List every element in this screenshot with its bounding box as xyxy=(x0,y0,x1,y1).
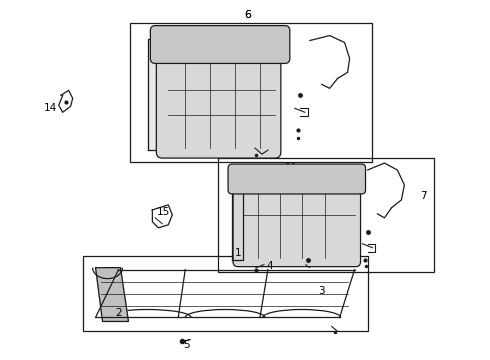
Text: 7: 7 xyxy=(420,191,427,201)
FancyBboxPatch shape xyxy=(150,26,290,63)
Text: 6: 6 xyxy=(245,10,251,20)
Text: 14: 14 xyxy=(44,103,57,113)
Text: 9: 9 xyxy=(332,165,339,175)
Text: 11: 11 xyxy=(285,163,298,173)
Text: 15: 15 xyxy=(157,207,170,217)
FancyBboxPatch shape xyxy=(233,169,361,267)
Text: 8: 8 xyxy=(227,30,233,40)
Text: 5: 5 xyxy=(183,340,190,350)
Text: 6: 6 xyxy=(245,10,251,20)
Bar xyxy=(130,23,371,162)
Text: 4: 4 xyxy=(267,261,273,271)
Text: 10: 10 xyxy=(198,33,212,44)
Polygon shape xyxy=(148,39,162,150)
FancyBboxPatch shape xyxy=(156,30,281,158)
Text: 12: 12 xyxy=(166,41,179,51)
Polygon shape xyxy=(232,174,243,260)
Text: 2: 2 xyxy=(115,309,122,319)
Bar xyxy=(218,158,434,272)
Polygon shape xyxy=(96,268,128,321)
Bar xyxy=(83,256,368,332)
Text: 13: 13 xyxy=(255,169,269,179)
FancyBboxPatch shape xyxy=(228,164,366,194)
Text: 3: 3 xyxy=(318,285,325,296)
Text: 1: 1 xyxy=(235,248,242,258)
